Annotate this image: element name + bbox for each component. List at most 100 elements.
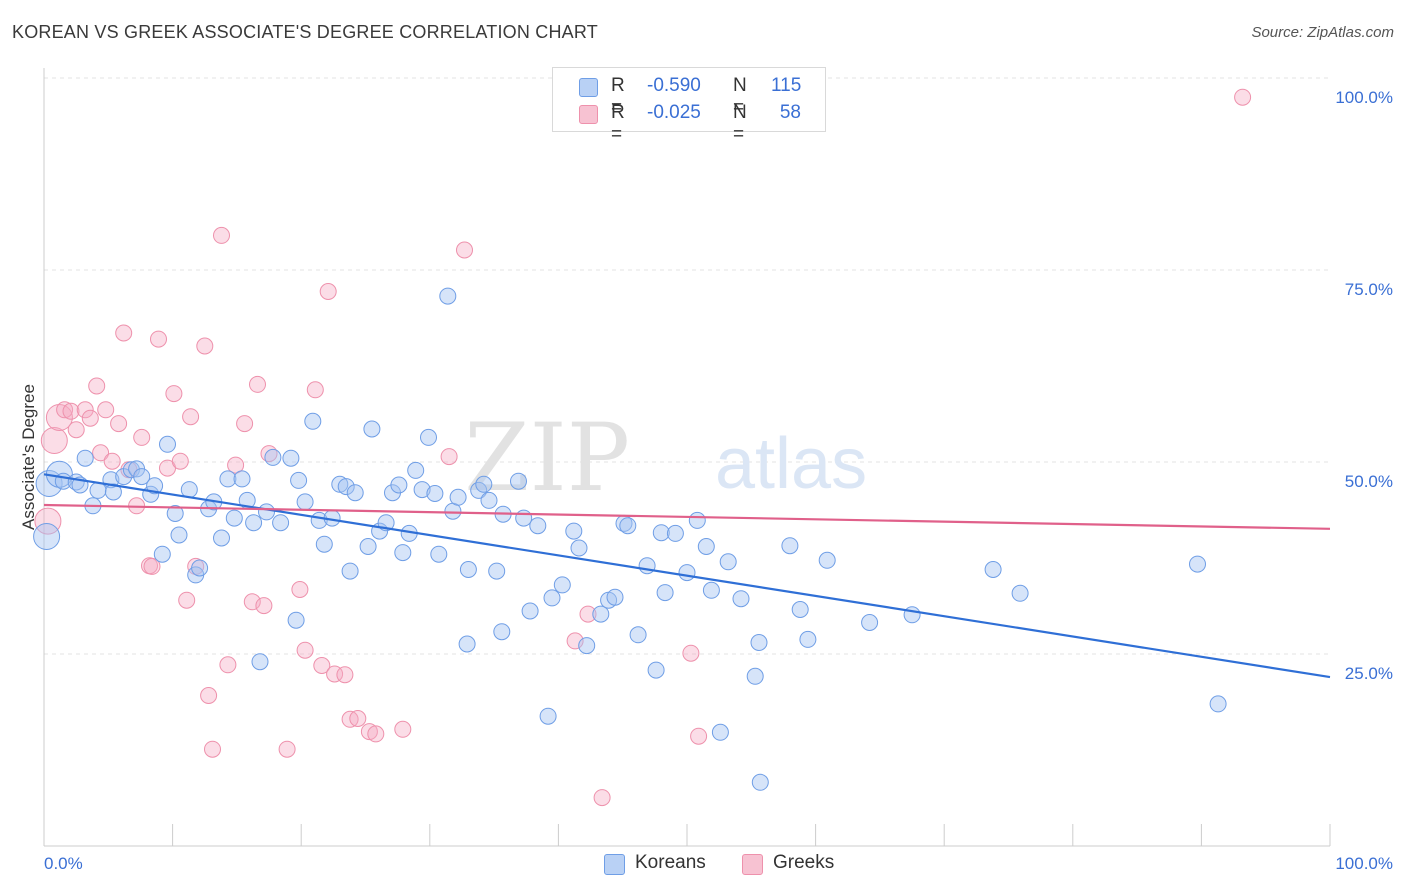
y-tick-label: 75.0% [1345, 280, 1393, 299]
legend-label-koreans: Koreans [635, 852, 706, 873]
point-koreans [459, 561, 477, 578]
point-greeks [182, 408, 200, 426]
y-tick-label: 100.0% [1335, 88, 1393, 107]
point-koreans [458, 635, 476, 653]
point-koreans [629, 626, 647, 644]
point-koreans [475, 475, 493, 493]
point-koreans [578, 637, 596, 655]
stats-r-value: -0.590 [647, 75, 701, 96]
stats-box: R = -0.590 N = 115 R = -0.025 N = 58 [552, 67, 826, 145]
point-koreans [1189, 555, 1206, 573]
point-koreans [337, 478, 355, 496]
point-koreans [750, 634, 768, 651]
y-tick-label: 50.0% [1345, 472, 1393, 491]
stats-swatch-greeks [579, 105, 598, 124]
point-koreans [264, 448, 282, 466]
point-greeks [682, 644, 700, 662]
point-koreans [678, 564, 696, 582]
point-koreans [430, 545, 448, 563]
y-tick-labels: 25.0% 50.0% 75.0% 100.0% [1335, 88, 1393, 683]
source-label: Source: ZipAtlas.com [1251, 24, 1394, 41]
point-koreans [272, 514, 290, 532]
point-koreans [606, 588, 624, 606]
point-koreans [104, 483, 122, 501]
point-koreans [732, 590, 750, 608]
point-koreans [719, 553, 737, 571]
point-koreans [346, 484, 364, 502]
point-koreans [565, 522, 583, 540]
stats-n-value: 115 [771, 75, 802, 96]
point-koreans [191, 559, 209, 577]
watermark: ZIP atlas [464, 404, 867, 513]
point-koreans [359, 538, 377, 555]
point-greeks [133, 428, 151, 446]
point-koreans [510, 472, 527, 490]
point-koreans [213, 529, 230, 547]
point-koreans [553, 576, 571, 594]
point-greeks [196, 337, 214, 355]
point-koreans [656, 584, 674, 602]
stats-swatch-koreans [579, 78, 598, 97]
point-koreans [413, 481, 431, 499]
x-tick-label-max: 100.0% [1335, 854, 1393, 873]
point-koreans [290, 471, 308, 489]
point-koreans [697, 538, 715, 555]
y-axis-label: Associate's Degree [19, 384, 38, 530]
point-greeks [360, 723, 378, 741]
x-tick-label-min: 0.0% [44, 854, 83, 873]
point-greeks [165, 385, 183, 403]
point-greeks [45, 404, 73, 431]
point-greeks [456, 241, 473, 259]
legend: Koreans Greeks [0, 852, 1406, 878]
point-greeks [440, 448, 458, 466]
point-koreans [480, 491, 498, 509]
point-greeks [67, 421, 85, 439]
point-koreans [341, 562, 359, 580]
point-greeks [62, 402, 80, 420]
point-greeks [579, 605, 597, 623]
point-koreans [781, 537, 799, 555]
point-greeks [249, 375, 266, 393]
point-koreans [515, 509, 533, 527]
watermark-zip: ZIP [464, 404, 630, 513]
stats-r-value: -0.025 [647, 102, 701, 123]
stats-r-label: R = [611, 102, 625, 145]
point-greeks [76, 401, 94, 419]
point-greeks [115, 324, 133, 342]
point-koreans [76, 449, 94, 467]
point-koreans [746, 667, 764, 685]
point-koreans [251, 653, 269, 671]
point-greeks [143, 557, 161, 575]
point-koreans [861, 614, 879, 631]
point-koreans [170, 526, 188, 544]
point-koreans [799, 630, 817, 648]
point-greeks [97, 401, 115, 419]
series-greeks [34, 88, 1252, 807]
stats-r-label: R = [611, 75, 625, 118]
point-koreans [619, 517, 637, 535]
trend-lines [43, 473, 1331, 679]
point-greeks [103, 452, 121, 470]
stats-n-value: 58 [779, 102, 801, 123]
point-greeks [336, 666, 354, 684]
point-koreans [245, 514, 263, 532]
point-koreans [363, 420, 381, 438]
point-koreans [304, 412, 322, 430]
point-greeks [204, 740, 221, 758]
point-greeks [92, 444, 110, 462]
point-greeks [227, 456, 245, 474]
point-koreans [666, 524, 684, 542]
point-greeks [88, 377, 106, 395]
point-koreans [331, 475, 349, 493]
point-koreans [439, 287, 457, 305]
point-koreans [282, 449, 300, 467]
point-greeks [200, 687, 218, 704]
point-greeks [319, 283, 337, 300]
point-greeks [306, 381, 324, 399]
point-koreans [146, 477, 164, 495]
point-greeks [219, 656, 237, 674]
point-koreans [711, 723, 729, 741]
point-greeks [255, 597, 273, 615]
point-koreans [488, 562, 506, 580]
